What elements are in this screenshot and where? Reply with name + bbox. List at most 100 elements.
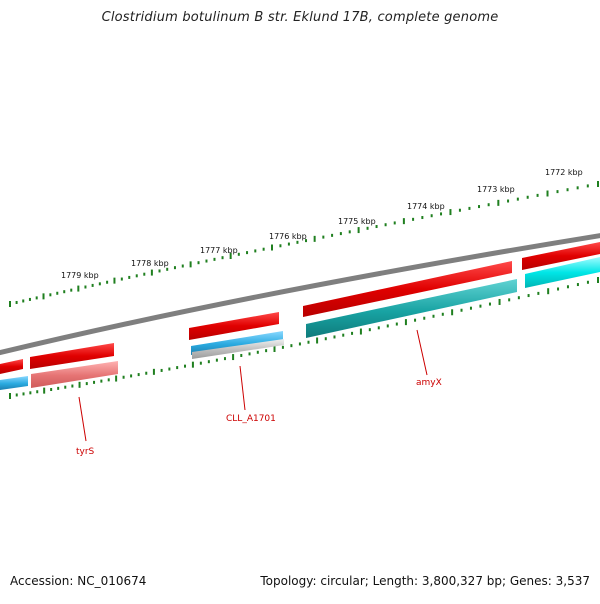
outer-track-major-tick (42, 293, 45, 300)
outer-track-minor-tick (339, 232, 342, 236)
inner-track-minor-tick (527, 294, 530, 298)
inner-track-minor-tick (145, 371, 148, 375)
outer-track-minor-tick (576, 186, 579, 190)
outer-track-minor-tick (49, 293, 52, 297)
outer-track-minor-tick (15, 300, 18, 304)
inner-track-minor-tick (256, 350, 259, 354)
outer-track-minor-tick (366, 226, 369, 230)
inner-track-minor-tick (57, 386, 60, 390)
inner-track-minor-tick (29, 391, 32, 395)
outer-track-minor-tick (205, 259, 208, 263)
outer-track-major-tick (113, 277, 116, 284)
inner-track-minor-tick (36, 390, 39, 394)
inner-track-minor-tick (557, 287, 560, 291)
outer-track-minor-tick (296, 240, 299, 244)
outer-track-minor-tick (254, 249, 257, 253)
outer-track-minor-tick (430, 214, 433, 218)
outer-track-minor-tick (384, 223, 387, 227)
tick-label-1779: 1779 kbp (61, 271, 99, 280)
outer-track-minor-tick (421, 216, 424, 220)
inner-track-minor-tick (122, 375, 125, 379)
cds-amyx-bottom[interactable] (306, 279, 517, 338)
gene-labels: tyrS CLL_A1701 amyX (76, 378, 442, 457)
tick-label-1777: 1777 kbp (200, 246, 238, 255)
inner-track-minor-tick (160, 368, 163, 372)
cds-right-bottom[interactable] (525, 257, 600, 288)
inner-track-major-tick (547, 288, 550, 295)
cds-left-bottom[interactable] (0, 376, 28, 390)
inner-track-major-tick (597, 277, 599, 283)
outer-track-major-tick (313, 235, 316, 242)
outer-track-major-tick (546, 190, 549, 197)
gene-label-tyrs[interactable]: tyrS (76, 447, 95, 457)
cds-tyrs-top[interactable] (30, 343, 114, 369)
inner-track-minor-tick (586, 280, 589, 284)
outer-track-minor-tick (166, 267, 169, 271)
outer-track-minor-tick (331, 233, 334, 237)
inner-track-minor-tick (100, 379, 103, 383)
cds-tyrs-bottom[interactable] (31, 361, 118, 388)
outer-track-minor-tick (440, 212, 443, 216)
outer-track-minor-tick (143, 272, 146, 276)
cll-a1701-callout-line (239, 365, 246, 411)
outer-track-minor-tick (70, 288, 73, 292)
outer-track-minor-tick (63, 290, 66, 294)
feature-layer (0, 242, 600, 390)
outer-track-minor-tick (106, 280, 109, 284)
cds-amyx-top[interactable] (303, 261, 512, 317)
inner-track-major-tick (498, 298, 501, 305)
outer-track-major-tick (402, 218, 405, 225)
inner-track-minor-tick (298, 342, 301, 346)
outer-track-major-tick (271, 244, 273, 251)
inner-track-minor-tick (64, 385, 67, 389)
outer-track-minor-tick (84, 285, 87, 289)
tick-labels: 1772 kbp 1773 kbp 1774 kbp 1775 kbp 1776… (61, 168, 583, 280)
inner-track-major-tick (9, 393, 11, 399)
inner-track-minor-tick (395, 322, 398, 326)
inner-track-major-tick (115, 375, 118, 382)
amyx-callout-line (416, 329, 428, 376)
accession-label: Accession: NC_010674 (10, 574, 147, 588)
inner-track-minor-tick (414, 318, 417, 322)
inner-track-minor-tick (93, 380, 96, 384)
inner-track-minor-tick (423, 316, 426, 320)
inner-track-major-tick (78, 381, 81, 388)
cds-cll-a1701-top[interactable] (189, 312, 279, 340)
inner-track-minor-tick (377, 326, 380, 330)
summary-label: Topology: circular; Length: 3,800,327 bp… (260, 574, 590, 588)
cds-right-top[interactable] (522, 242, 600, 270)
gene-label-amyx[interactable]: amyX (416, 378, 442, 388)
inner-track-minor-tick (576, 283, 579, 287)
outer-track-minor-tick (237, 252, 240, 256)
outer-track-minor-tick (487, 203, 490, 207)
inner-track-minor-tick (517, 296, 520, 300)
inner-track-minor-tick (479, 304, 482, 308)
outer-track-minor-tick (516, 197, 519, 201)
inner-track-minor-tick (22, 392, 25, 396)
outer-track-minor-tick (28, 297, 31, 301)
inner-track-major-tick (152, 368, 155, 375)
inner-track-minor-tick (281, 345, 284, 349)
outer-track-minor-tick (348, 230, 351, 234)
cds-left-top[interactable] (0, 359, 23, 374)
inner-track-minor-tick (207, 360, 210, 364)
outer-track-minor-tick (158, 269, 161, 273)
outer-track-major-tick (189, 261, 192, 268)
outer-track-minor-tick (458, 208, 461, 212)
outer-track-minor-tick (478, 205, 481, 209)
outer-track-minor-tick (412, 217, 415, 221)
inner-track-minor-tick (137, 373, 140, 377)
tick-label-1772: 1772 kbp (545, 168, 583, 177)
inner-track-minor-tick (488, 302, 491, 306)
inner-track-minor-tick (290, 344, 293, 348)
outer-track-minor-tick (305, 239, 308, 243)
outer-track-minor-tick (556, 190, 559, 194)
inner-track-minor-tick (368, 328, 371, 332)
inner-track-minor-tick (199, 361, 202, 365)
gene-label-cll-a1701[interactable]: CLL_A1701 (226, 414, 276, 424)
cds-cll-a1701-gray[interactable] (192, 339, 284, 359)
inner-track-major-tick (232, 354, 235, 361)
outer-track-minor-tick (279, 244, 282, 248)
outer-track-minor-tick (322, 235, 325, 239)
outer-track-major-tick (150, 269, 153, 276)
